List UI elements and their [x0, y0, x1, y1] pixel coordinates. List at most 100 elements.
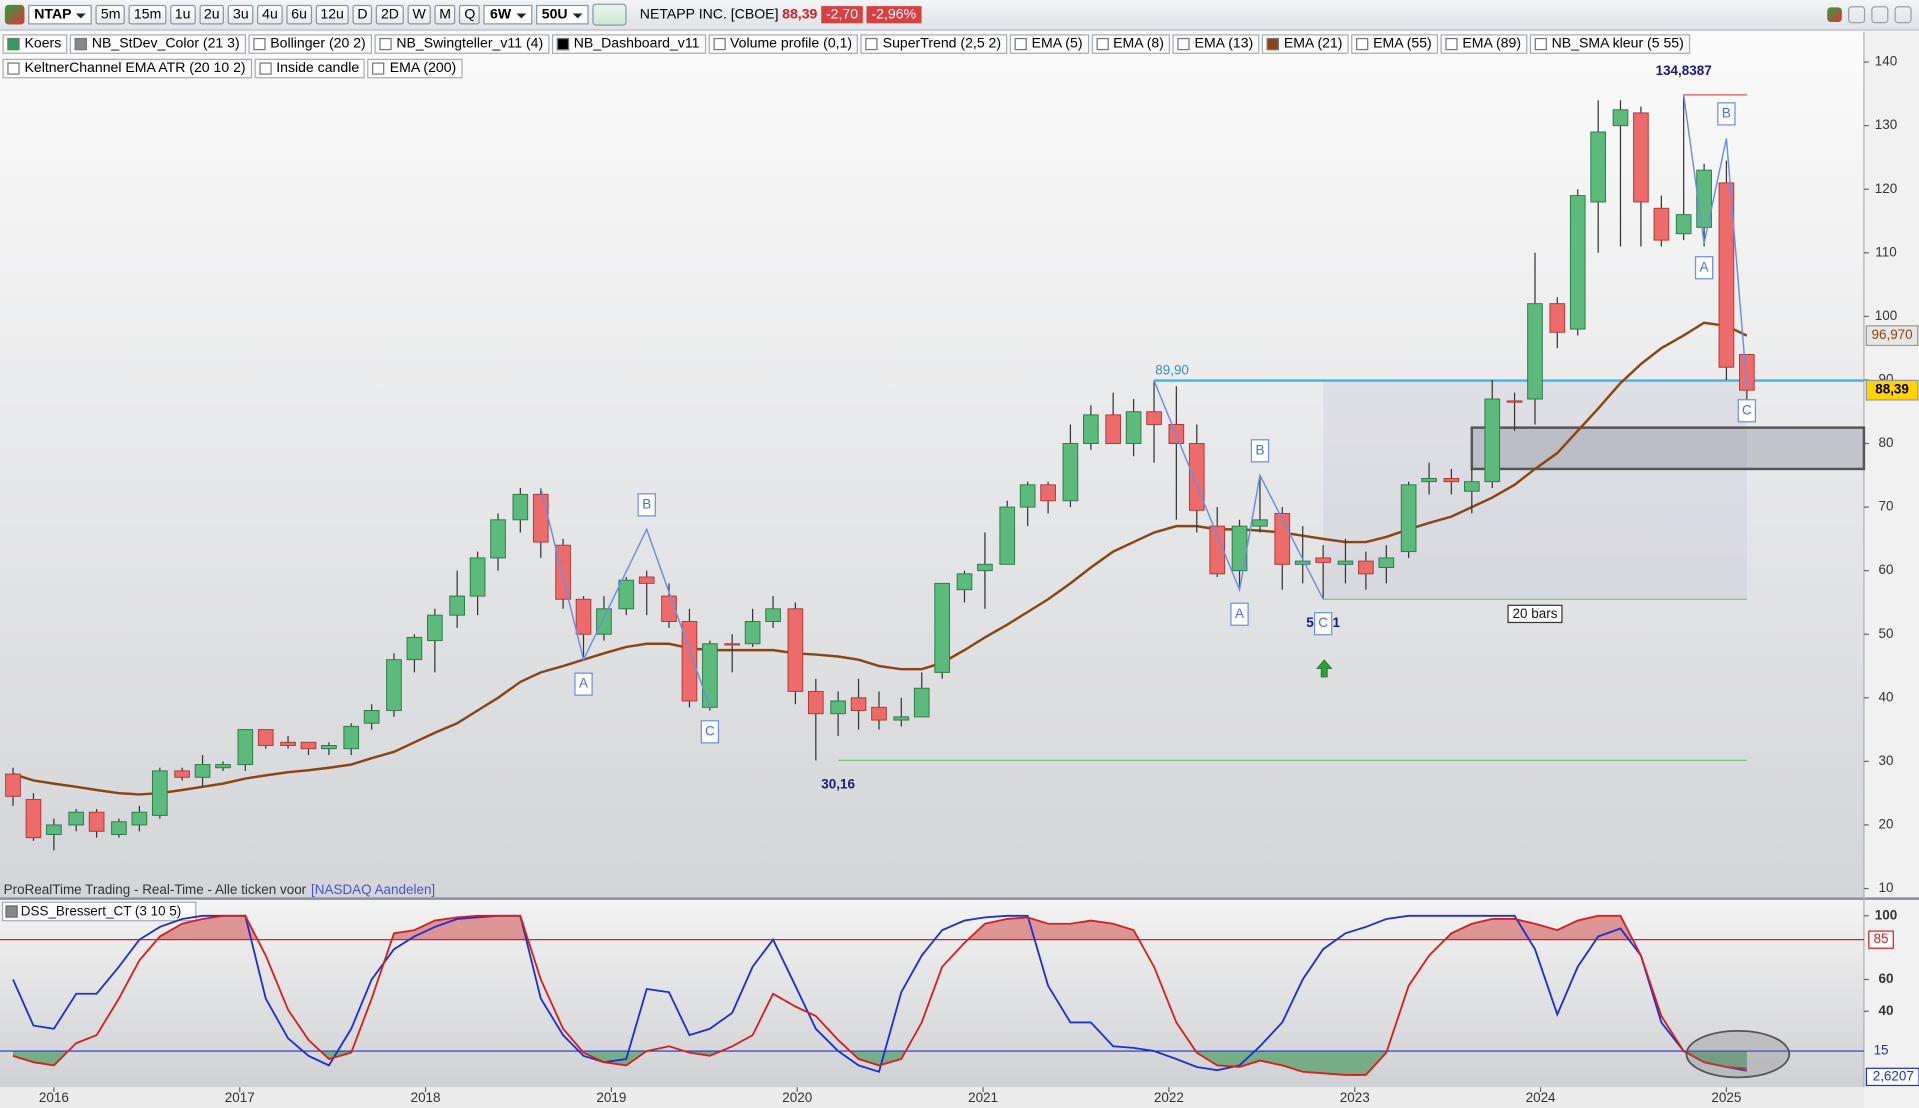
abc-label-box	[1250, 439, 1270, 463]
indicator-checkbox[interactable]	[1177, 37, 1190, 51]
y-tick-label: 130	[1875, 117, 1897, 132]
chart-style-icon[interactable]	[592, 3, 627, 26]
indicator-checkbox[interactable]	[1266, 37, 1279, 51]
candle-body	[1718, 182, 1735, 368]
indicator-chip[interactable]: Volume profile (0,1)	[708, 34, 859, 54]
indicator-name: EMA (13)	[1194, 36, 1254, 52]
indicator-checkbox[interactable]	[1445, 37, 1458, 51]
indicator-chip[interactable]: Inside candle	[254, 58, 366, 79]
timeframe-button[interactable]: 1u	[169, 4, 196, 25]
abc-line	[1682, 94, 1748, 387]
timeframe-button[interactable]: D	[352, 4, 373, 25]
candle-body	[1400, 484, 1417, 553]
candle-body	[555, 544, 571, 600]
indicator-name: NB_Dashboard_v11	[573, 36, 700, 52]
indicator-name: Bollinger (20 2)	[270, 36, 366, 52]
candle-body	[532, 493, 549, 543]
indicator-checkbox[interactable]	[74, 37, 87, 51]
candle-body	[427, 614, 443, 642]
indicator-checkbox[interactable]	[1095, 37, 1109, 51]
indicator-chip[interactable]: EMA (21)	[1261, 34, 1349, 54]
indicator-checkbox[interactable]	[372, 62, 385, 75]
indicator-name: NB_StDev_Color (21 3)	[91, 36, 240, 52]
indicator-checkbox[interactable]	[7, 37, 20, 51]
abc-label: B	[1722, 105, 1731, 120]
price-tag	[1865, 379, 1919, 401]
indicator-chip[interactable]: EMA (5)	[1009, 34, 1089, 54]
indicator-chip[interactable]: Koers	[2, 34, 68, 54]
symbol-select[interactable]: NTAP	[28, 4, 93, 25]
indicator-checkbox[interactable]	[7, 62, 20, 75]
indicator-chip[interactable]: EMA (200)	[367, 58, 463, 79]
candle-body	[343, 725, 360, 750]
candle-body	[363, 710, 380, 724]
indicator-chip[interactable]: SuperTrend (2,5 2)	[860, 34, 1008, 54]
indicator-chip[interactable]: NB_Dashboard_v11	[551, 34, 706, 54]
candle-body	[5, 773, 21, 797]
candle-body	[406, 636, 423, 661]
timeframe-button[interactable]: 2D	[376, 4, 404, 25]
indicator-chip[interactable]: EMA (55)	[1351, 34, 1438, 54]
indicator-chip[interactable]: EMA (13)	[1172, 34, 1260, 54]
indicator-name: EMA (8)	[1113, 36, 1164, 52]
x-tick-label: 2017	[225, 1090, 255, 1105]
candle-body	[1358, 560, 1374, 575]
y-tick-label: 70	[1878, 499, 1893, 514]
footer-market: [NASDAQ Aandelen]	[311, 882, 435, 897]
y-tick-label: 50	[1878, 626, 1893, 641]
restore-icon[interactable]	[1871, 6, 1889, 24]
timeframe-button[interactable]: 4u	[257, 4, 283, 25]
indicator-chip[interactable]: Bollinger (20 2)	[248, 34, 372, 54]
indicator-checkbox[interactable]	[1355, 37, 1369, 51]
timeframe-button[interactable]: 5m	[96, 4, 126, 25]
timeframe-button[interactable]: 15m	[129, 4, 167, 25]
candle-body	[893, 716, 910, 721]
app-icon[interactable]	[4, 4, 25, 25]
close-icon[interactable]	[1894, 6, 1912, 24]
candle-body	[638, 576, 655, 584]
period-select[interactable]: 6W	[483, 4, 532, 25]
indicator-checkbox[interactable]	[712, 37, 726, 51]
timeframe-button[interactable]: 12u	[315, 4, 349, 25]
indicator-name: EMA (5)	[1031, 36, 1083, 52]
timeframe-button[interactable]: Q	[459, 4, 481, 25]
y-tick-label: 40	[1878, 1003, 1893, 1018]
candle-body	[1294, 560, 1311, 565]
candle-body	[1421, 477, 1437, 483]
indicator-name: EMA (89)	[1462, 36, 1522, 52]
level-tag	[1868, 930, 1894, 949]
indicator-chip[interactable]: EMA (8)	[1091, 34, 1171, 54]
x-tick-label: 2021	[968, 1090, 998, 1105]
candle-body	[386, 659, 402, 712]
indicator-checkbox[interactable]	[865, 37, 878, 51]
bars-select[interactable]: 50U	[535, 4, 589, 25]
last-price: 88,39	[782, 7, 818, 23]
timeframe-button[interactable]: 2u	[199, 4, 225, 25]
timeframe-button[interactable]: 6u	[286, 4, 312, 25]
x-tick-label: 2025	[1711, 1090, 1741, 1105]
candle-body	[257, 729, 274, 746]
candle-body	[151, 770, 168, 816]
timeframe-button[interactable]: M	[434, 4, 456, 25]
indicator-checkbox[interactable]	[1534, 37, 1547, 51]
timeframe-button[interactable]: 3u	[228, 4, 254, 25]
abc-label-box	[1694, 256, 1714, 280]
indicator-chip[interactable]: NB_SMA kleur (5 55)	[1529, 34, 1690, 54]
refresh-icon[interactable]	[1827, 7, 1842, 23]
indicator-checkbox[interactable]	[379, 37, 392, 51]
indicator-chip[interactable]: NB_StDev_Color (21 3)	[69, 34, 246, 54]
indicator-chip[interactable]: NB_Swingteller_v11 (4)	[374, 34, 550, 54]
minimize-icon[interactable]	[1848, 6, 1866, 24]
indicator-checkbox[interactable]	[259, 62, 272, 75]
timeframe-button[interactable]: W	[407, 4, 431, 25]
level-label: 15	[1874, 1043, 1889, 1058]
indicator-checkbox[interactable]	[1014, 37, 1027, 51]
indicator-chip[interactable]: KeltnerChannel EMA ATR (20 10 2)	[2, 58, 252, 79]
y-tick-label: 40	[1878, 689, 1893, 704]
candle-body	[237, 729, 254, 766]
candle-body	[46, 824, 62, 835]
indicator-checkbox[interactable]	[556, 37, 569, 51]
candle-body	[300, 741, 317, 750]
indicator-chip[interactable]: EMA (89)	[1440, 34, 1528, 54]
indicator-checkbox[interactable]	[253, 37, 266, 51]
